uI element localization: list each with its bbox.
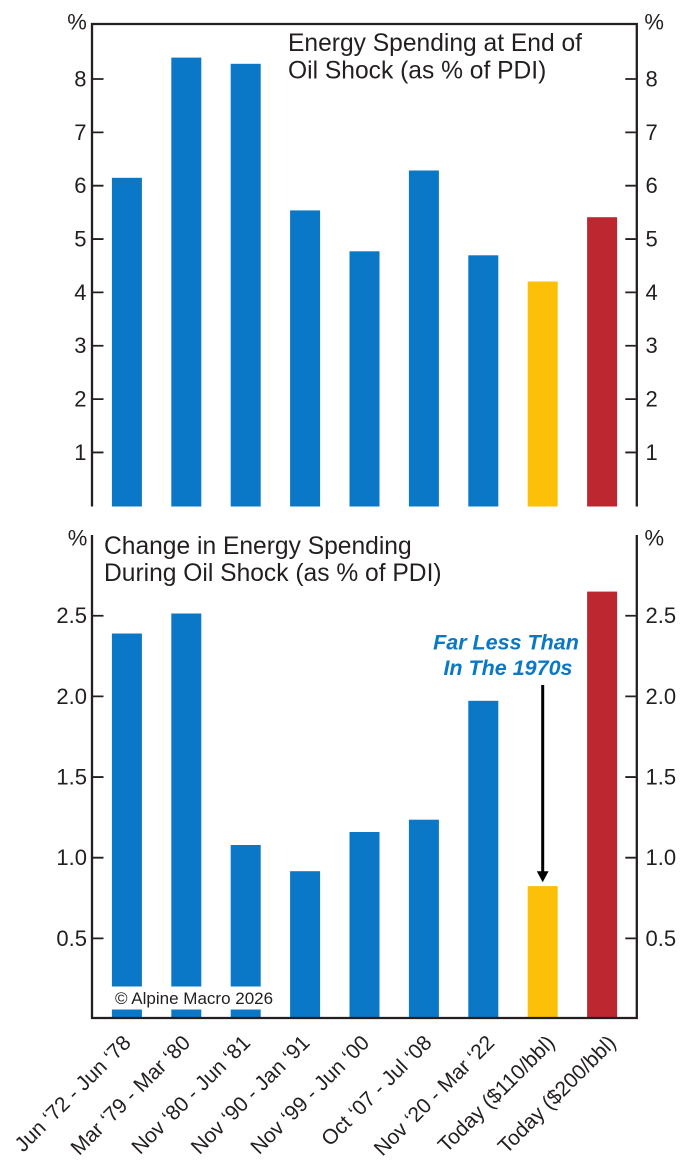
svg-text:Energy Spending at End of: Energy Spending at End of xyxy=(288,30,582,57)
svg-text:2: 2 xyxy=(646,387,658,412)
svg-text:5: 5 xyxy=(646,227,658,252)
svg-text:6: 6 xyxy=(74,173,86,198)
svg-text:%: % xyxy=(67,10,87,35)
svg-text:© Alpine Macro 2026: © Alpine Macro 2026 xyxy=(115,989,273,1008)
svg-text:Far Less Than: Far Less Than xyxy=(433,631,579,655)
svg-text:%: % xyxy=(644,10,664,35)
svg-text:Oil Shock (as % of PDI): Oil Shock (as % of PDI) xyxy=(288,57,546,84)
svg-text:During Oil Shock (as % of PDI): During Oil Shock (as % of PDI) xyxy=(104,560,442,587)
svg-text:1: 1 xyxy=(74,440,86,465)
svg-text:%: % xyxy=(68,526,88,551)
svg-text:5: 5 xyxy=(74,227,86,252)
svg-text:2: 2 xyxy=(74,387,86,412)
svg-text:1.5: 1.5 xyxy=(646,765,677,790)
svg-text:1.0: 1.0 xyxy=(646,845,677,870)
svg-text:7: 7 xyxy=(74,120,86,145)
svg-text:1.0: 1.0 xyxy=(56,845,87,870)
svg-text:%: % xyxy=(645,526,665,551)
svg-text:2.5: 2.5 xyxy=(56,603,87,628)
svg-text:8: 8 xyxy=(74,67,86,92)
svg-text:4: 4 xyxy=(74,280,86,305)
svg-text:1.5: 1.5 xyxy=(56,765,87,790)
svg-text:8: 8 xyxy=(646,67,658,92)
svg-text:0.5: 0.5 xyxy=(646,926,677,951)
svg-text:2.5: 2.5 xyxy=(646,603,677,628)
svg-text:2.0: 2.0 xyxy=(56,684,87,709)
svg-text:0.5: 0.5 xyxy=(56,926,87,951)
svg-text:3: 3 xyxy=(74,333,86,358)
svg-text:6: 6 xyxy=(646,173,658,198)
svg-text:3: 3 xyxy=(646,333,658,358)
svg-text:2.0: 2.0 xyxy=(646,684,677,709)
svg-text:1: 1 xyxy=(646,440,658,465)
svg-text:In The 1970s: In The 1970s xyxy=(443,656,572,680)
svg-text:4: 4 xyxy=(646,280,658,305)
svg-text:Change in Energy Spending: Change in Energy Spending xyxy=(104,533,412,560)
svg-text:7: 7 xyxy=(646,120,658,145)
